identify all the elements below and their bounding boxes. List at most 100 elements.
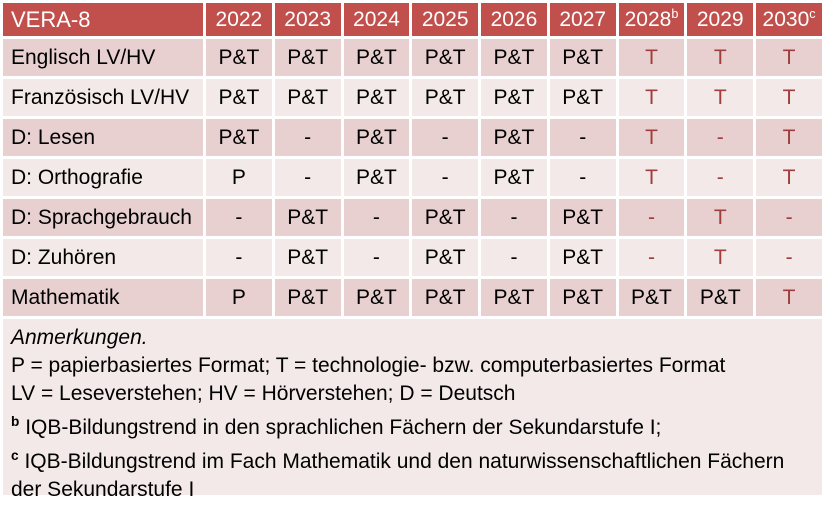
format-cell: T (687, 39, 754, 76)
format-cell: - (549, 119, 616, 156)
format-cell: P&T (274, 79, 341, 116)
format-cell: - (618, 239, 685, 276)
year-column-header: 2027 (549, 3, 616, 36)
table-title: VERA-8 (3, 3, 203, 36)
year-column-header: 2023 (274, 3, 341, 36)
format-cell: T (756, 159, 822, 196)
format-cell: - (549, 159, 616, 196)
year-column-header: 2024 (343, 3, 410, 36)
table-row: D: Lesen P&T - P&T - P&T - T - T (3, 119, 822, 156)
format-cell: P&T (412, 39, 479, 76)
note-abbreviation-legend: LV = Leseverstehen; HV = Hörverstehen; D… (11, 382, 516, 405)
format-cell: P&T (412, 279, 479, 316)
format-cell: P (206, 279, 272, 316)
format-cell: - (412, 159, 479, 196)
year-column-header: 2030c (756, 3, 822, 36)
format-cell: P&T (549, 39, 616, 76)
format-cell: T (618, 39, 685, 76)
format-cell: P&T (274, 199, 341, 236)
format-cell: - (343, 239, 410, 276)
row-label: Mathematik (3, 279, 203, 316)
row-label: D: Lesen (3, 119, 203, 156)
year-column-header: 2028b (618, 3, 685, 36)
format-cell: - (756, 239, 822, 276)
format-cell: P (206, 159, 272, 196)
footnote-b-text: IQB-Bildungstrend in den sprachlichen Fä… (25, 416, 662, 439)
format-cell: T (756, 119, 822, 156)
year-footnote-marker: c (809, 6, 816, 21)
format-cell: P&T (481, 79, 547, 116)
year-column-header: 2022 (206, 3, 272, 36)
format-cell: P&T (481, 39, 547, 76)
format-cell: P&T (274, 239, 341, 276)
format-cell: P&T (206, 119, 272, 156)
footnote-c-text: IQB-Bildungstrend im Fach Mathematik und… (11, 450, 785, 501)
format-cell: P&T (549, 279, 616, 316)
format-cell: P&T (481, 119, 547, 156)
table-row: D: Orthografie P - P&T - P&T - T - T (3, 159, 822, 196)
year-column-header: 2029 (687, 3, 754, 36)
format-cell: - (481, 199, 547, 236)
table-row: D: Zuhören - P&T - P&T - P&T - T - (3, 239, 822, 276)
note-format-legend: P = papierbasiertes Format; T = technolo… (11, 354, 726, 377)
format-cell: T (687, 239, 754, 276)
format-cell: P&T (549, 79, 616, 116)
format-cell: - (343, 199, 410, 236)
format-cell: T (687, 79, 754, 116)
format-cell: T (618, 119, 685, 156)
format-cell: - (274, 119, 341, 156)
format-cell: P&T (274, 39, 341, 76)
note-footnote-c: c IQB-Bildungstrend im Fach Mathematik u… (11, 442, 814, 504)
format-cell: P&T (549, 239, 616, 276)
format-cell: P&T (412, 79, 479, 116)
format-cell: - (687, 119, 754, 156)
year-column-header: 2025 (412, 3, 479, 36)
row-label: Französisch LV/HV (3, 79, 203, 116)
format-cell: P&T (618, 279, 685, 316)
format-cell: - (687, 159, 754, 196)
year-column-header: 2026 (481, 3, 547, 36)
format-cell: T (756, 79, 822, 116)
format-cell: T (687, 199, 754, 236)
format-cell: T (756, 279, 822, 316)
row-label: D: Sprachgebrauch (3, 199, 203, 236)
format-cell: P&T (687, 279, 754, 316)
row-label: D: Zuhören (3, 239, 203, 276)
format-cell: P&T (274, 279, 341, 316)
format-cell: P&T (412, 239, 479, 276)
footnote-b-marker: b (11, 414, 20, 429)
format-cell: - (206, 199, 272, 236)
format-cell: P&T (206, 79, 272, 116)
format-cell: T (618, 79, 685, 116)
notes-section: Anmerkungen. P = papierbasiertes Format;… (3, 319, 822, 501)
format-cell: - (206, 239, 272, 276)
note-footnote-b: b IQB-Bildungstrend in den sprachlichen … (11, 408, 814, 442)
format-cell: P&T (343, 279, 410, 316)
format-cell: P&T (481, 159, 547, 196)
format-cell: P&T (412, 199, 479, 236)
year-footnote-marker: b (671, 6, 679, 21)
format-cell: - (274, 159, 341, 196)
notes-heading: Anmerkungen. (11, 326, 148, 349)
vera8-format-table: VERA-8 2022 2023 2024 2025 2026 2027 2028b 2029… (3, 3, 822, 316)
format-cell: P&T (343, 79, 410, 116)
format-cell: P&T (549, 199, 616, 236)
format-cell: - (756, 199, 822, 236)
format-cell: P&T (343, 39, 410, 76)
format-cell: T (618, 159, 685, 196)
footnote-c-marker: c (11, 448, 19, 463)
format-cell: P&T (343, 159, 410, 196)
table-row: Mathematik P P&T P&T P&T P&T P&T P&T P&T T (3, 279, 822, 316)
format-cell: - (481, 239, 547, 276)
table-body: Englisch LV/HV P&T P&T P&T P&T P&T P&T T T T Franz… (3, 39, 822, 316)
row-label: D: Orthografie (3, 159, 203, 196)
format-cell: - (412, 119, 479, 156)
format-cell: P&T (206, 39, 272, 76)
table-row: Französisch LV/HV P&T P&T P&T P&T P&T P&T T T T (3, 79, 822, 116)
table-header-row: VERA-8 2022 2023 2024 2025 2026 2027 2028b 2029… (3, 3, 822, 36)
row-label: Englisch LV/HV (3, 39, 203, 76)
table-row: Englisch LV/HV P&T P&T P&T P&T P&T P&T T T T (3, 39, 822, 76)
table-row: D: Sprachgebrauch - P&T - P&T - P&T - T - (3, 199, 822, 236)
format-cell: P&T (343, 119, 410, 156)
format-cell: - (618, 199, 685, 236)
